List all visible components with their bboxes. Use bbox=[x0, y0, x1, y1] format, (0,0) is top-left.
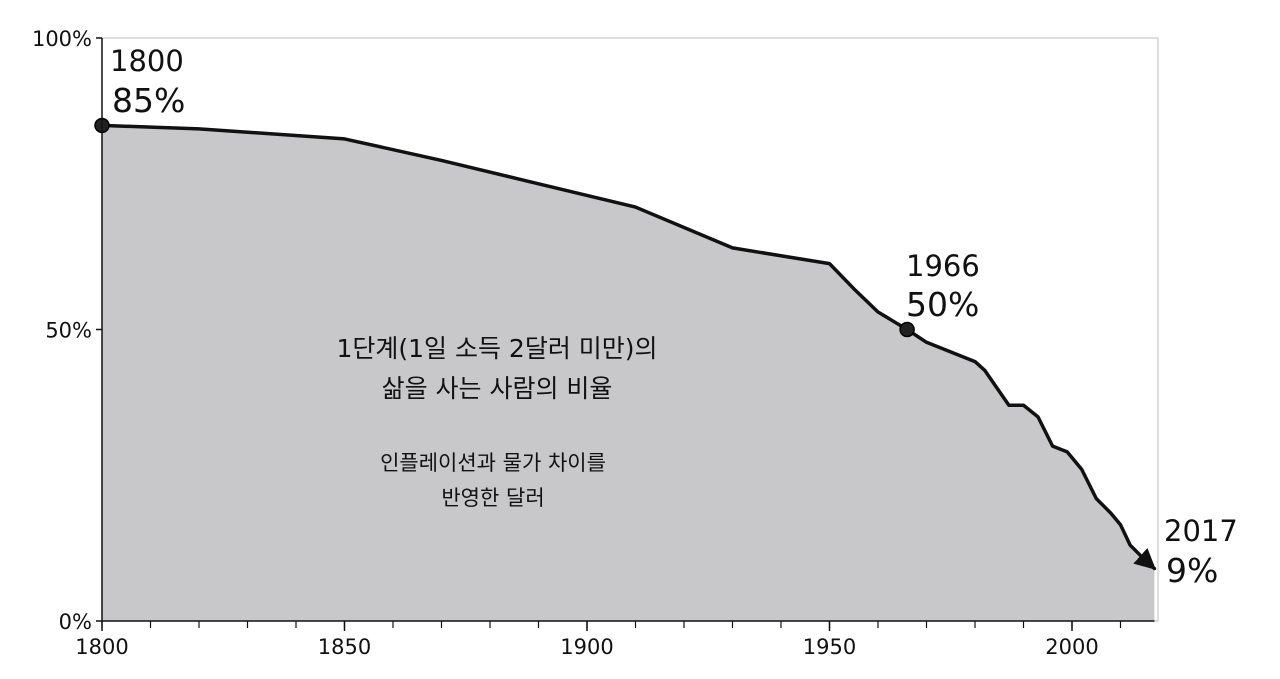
x-tick-label: 2000 bbox=[1045, 635, 1098, 659]
x-tick-label: 1900 bbox=[560, 635, 613, 659]
annotation-value-2017: 9% bbox=[1166, 551, 1218, 590]
x-tick-label: 1800 bbox=[75, 635, 128, 659]
x-tick-label: 1850 bbox=[318, 635, 371, 659]
area-title-line-1: 1단계(1일 소득 2달러 미만)의 bbox=[336, 334, 657, 363]
area-note-line-1: 인플레이션과 물가 차이를 bbox=[380, 451, 606, 475]
annotation-year-1800: 1800 bbox=[110, 44, 184, 78]
annotation-value-1966: 50% bbox=[906, 285, 979, 324]
annotation-year-1966: 1966 bbox=[906, 249, 980, 283]
area-note-line-2: 반영한 달러 bbox=[441, 486, 544, 510]
series-line bbox=[100, 123, 1157, 571]
y-tick-label: 0% bbox=[59, 610, 92, 634]
x-tick-label: 1950 bbox=[803, 635, 856, 659]
area-title-line-2: 삶을 사는 사람의 비율 bbox=[382, 374, 613, 403]
annotation-dot bbox=[899, 321, 915, 338]
annotation-value-1800: 85% bbox=[112, 81, 185, 120]
y-tick-label: 100% bbox=[32, 27, 92, 51]
area-fill bbox=[102, 125, 1155, 622]
y-tick-label: 50% bbox=[45, 319, 92, 343]
annotation-year-2017: 2017 bbox=[1164, 514, 1238, 548]
